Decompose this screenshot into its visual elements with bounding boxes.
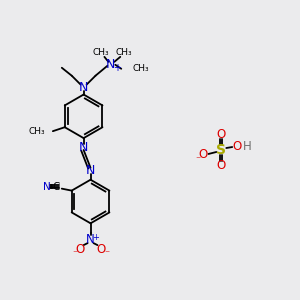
- Text: O: O: [97, 243, 106, 256]
- Text: N: N: [86, 164, 95, 177]
- Text: ⁻: ⁻: [104, 249, 109, 259]
- Text: O: O: [217, 128, 226, 141]
- Text: N: N: [79, 140, 88, 154]
- Text: O: O: [217, 159, 226, 172]
- Text: +: +: [113, 63, 121, 73]
- Text: S: S: [216, 143, 226, 157]
- Text: N: N: [43, 182, 51, 192]
- Text: C: C: [52, 182, 59, 192]
- Text: N: N: [86, 233, 95, 246]
- Text: N: N: [106, 58, 115, 71]
- Text: CH₃: CH₃: [116, 48, 133, 57]
- Text: O: O: [75, 243, 84, 256]
- Text: CH₃: CH₃: [92, 48, 109, 57]
- Text: +: +: [92, 233, 99, 242]
- Text: H: H: [243, 140, 251, 152]
- Text: O: O: [199, 148, 208, 161]
- Text: N: N: [79, 81, 88, 94]
- Text: CH₃: CH₃: [132, 64, 149, 73]
- Text: O: O: [232, 140, 242, 152]
- Text: ⁻: ⁻: [195, 155, 200, 165]
- Text: ⁻: ⁻: [72, 249, 77, 259]
- Text: CH₃: CH₃: [28, 127, 45, 136]
